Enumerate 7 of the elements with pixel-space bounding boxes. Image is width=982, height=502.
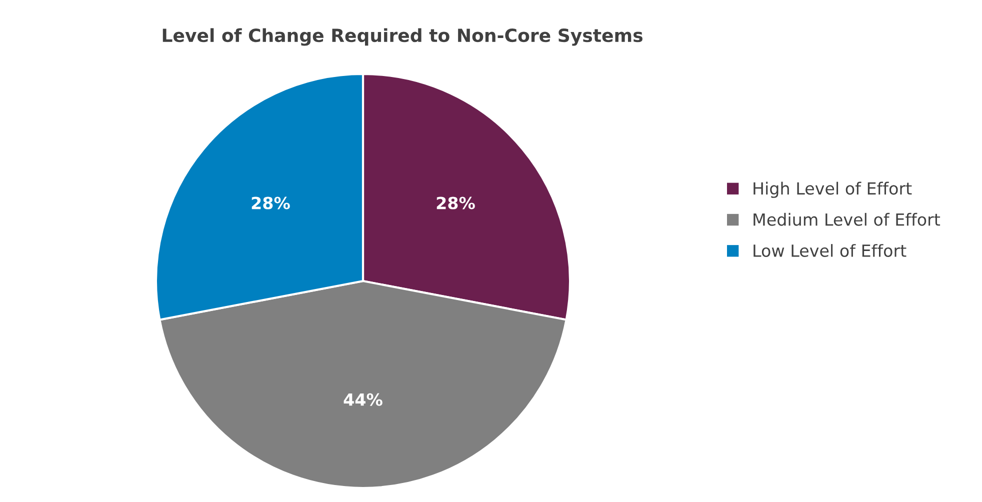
chart-title: Level of Change Required to Non-Core Systems	[162, 28, 642, 46]
data-label: 44%	[344, 393, 382, 406]
legend-label: Medium Level of Effort	[754, 212, 940, 226]
data-label: 28%	[436, 196, 475, 210]
legend-label: Low Level of Effort	[754, 244, 906, 257]
legend-label: High Level of Effort	[754, 182, 912, 198]
data-label: 28%	[252, 196, 290, 210]
